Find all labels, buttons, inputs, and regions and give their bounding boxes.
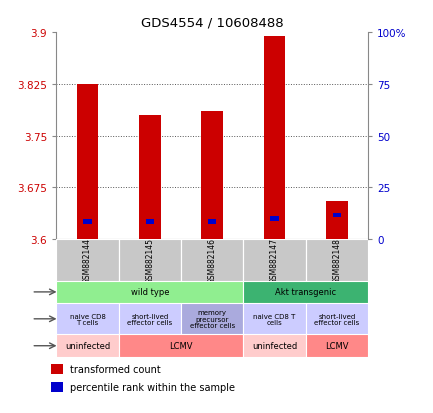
Text: transformed count: transformed count <box>70 364 160 374</box>
Bar <box>326 202 348 240</box>
Text: LCMV: LCMV <box>325 342 349 350</box>
Text: GSM882145: GSM882145 <box>145 237 154 283</box>
Bar <box>306 335 368 357</box>
Text: GSM882146: GSM882146 <box>208 237 216 283</box>
Text: LCMV: LCMV <box>169 342 193 350</box>
Bar <box>264 36 285 240</box>
Text: naive CD8 T
cells: naive CD8 T cells <box>253 313 296 325</box>
Text: Akt transgenic: Akt transgenic <box>275 288 336 297</box>
Bar <box>119 335 243 357</box>
Bar <box>77 85 98 240</box>
Bar <box>52 382 63 392</box>
Bar <box>306 240 368 281</box>
Bar <box>271 216 278 221</box>
Bar <box>243 240 306 281</box>
Text: GSM882147: GSM882147 <box>270 237 279 283</box>
Text: wild type: wild type <box>131 288 169 297</box>
Bar <box>201 112 223 240</box>
Bar <box>84 220 91 225</box>
Bar <box>56 281 243 304</box>
Text: percentile rank within the sample: percentile rank within the sample <box>70 382 235 392</box>
Text: uninfected: uninfected <box>65 342 110 350</box>
Bar <box>139 116 161 240</box>
Text: GSM882148: GSM882148 <box>333 237 341 283</box>
Bar <box>56 304 119 335</box>
Bar <box>181 240 243 281</box>
Bar <box>243 281 368 304</box>
Text: short-lived
effector cells: short-lived effector cells <box>314 313 359 325</box>
Text: memory
precursor
effector cells: memory precursor effector cells <box>190 310 235 328</box>
Bar <box>56 240 119 281</box>
Bar <box>333 213 341 218</box>
Bar <box>56 335 119 357</box>
Bar <box>306 304 368 335</box>
Bar <box>208 220 216 225</box>
Bar <box>243 335 306 357</box>
Text: short-lived
effector cells: short-lived effector cells <box>127 313 172 325</box>
Bar <box>146 220 154 225</box>
Bar <box>243 304 306 335</box>
Title: GDS4554 / 10608488: GDS4554 / 10608488 <box>141 16 284 29</box>
Bar <box>119 304 181 335</box>
Bar <box>119 240 181 281</box>
Bar <box>52 364 63 374</box>
Bar <box>181 304 243 335</box>
Text: naive CD8
T cells: naive CD8 T cells <box>70 313 105 325</box>
Text: uninfected: uninfected <box>252 342 297 350</box>
Text: GSM882144: GSM882144 <box>83 237 92 283</box>
